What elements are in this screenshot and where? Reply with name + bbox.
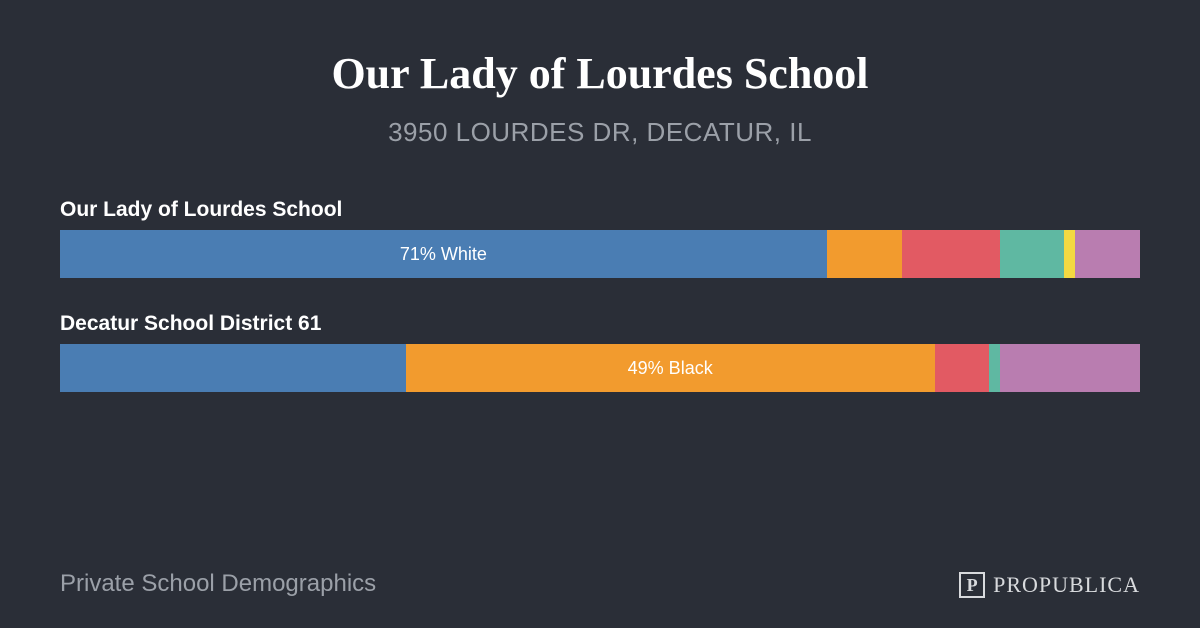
bar-segment: 71% White	[60, 230, 827, 278]
bar-segment	[902, 230, 999, 278]
bar-segment	[1064, 230, 1075, 278]
publisher-logo: P PROPUBLICA	[959, 572, 1140, 598]
bar-segment	[827, 230, 903, 278]
footer: Private School Demographics P PROPUBLICA	[60, 570, 1140, 598]
bar-segment: 49% Black	[406, 344, 935, 392]
page-title: Our Lady of Lourdes School	[60, 48, 1140, 99]
bar-segment	[1000, 230, 1065, 278]
bar-segment	[935, 344, 989, 392]
bar-segment	[60, 344, 406, 392]
chart-label: Our Lady of Lourdes School	[60, 198, 1140, 222]
stacked-bar: 71% White	[60, 230, 1140, 278]
charts-area: Our Lady of Lourdes School 71% White Decat…	[60, 198, 1140, 570]
chart-group: Our Lady of Lourdes School 71% White	[60, 198, 1140, 278]
footer-caption: Private School Demographics	[60, 570, 376, 598]
chart-label: Decatur School District 61	[60, 312, 1140, 336]
chart-card: Our Lady of Lourdes School 3950 LOURDES …	[0, 0, 1200, 628]
bar-segment	[1075, 230, 1140, 278]
publisher-name: PROPUBLICA	[993, 572, 1140, 598]
bar-segment	[989, 344, 1000, 392]
stacked-bar: 49% Black	[60, 344, 1140, 392]
chart-group: Decatur School District 61 49% Black	[60, 312, 1140, 392]
page-subtitle: 3950 LOURDES DR, DECATUR, IL	[60, 117, 1140, 148]
publisher-icon: P	[959, 572, 985, 598]
bar-segment	[1000, 344, 1140, 392]
